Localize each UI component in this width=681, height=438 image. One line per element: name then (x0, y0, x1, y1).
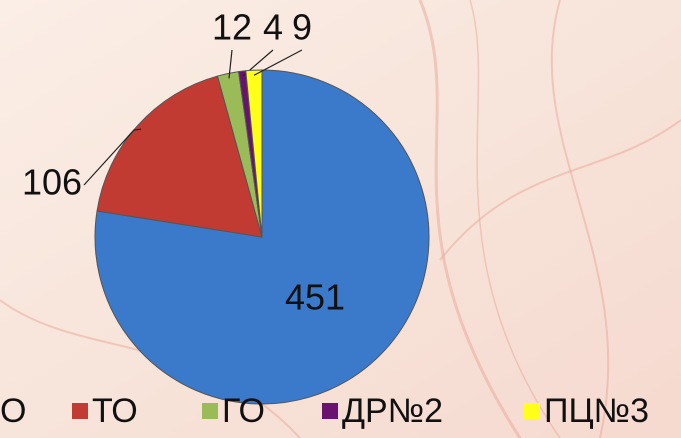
legend-label: О (0, 392, 26, 430)
data-label: 12 (212, 7, 252, 48)
leader-line (253, 49, 303, 76)
data-label: 451 (285, 277, 345, 318)
data-label: 106 (22, 162, 82, 203)
legend-swatch (322, 403, 338, 419)
legend-swatch (72, 403, 88, 419)
legend-label: ГО (222, 392, 265, 430)
legend-swatch (524, 403, 540, 419)
data-label: 4 (263, 7, 283, 48)
pie-slice (245, 69, 263, 238)
legend-swatch (202, 403, 218, 419)
plot: 451 106 12 4 9 О ТО ГО ДР№2 ПЦ№3 (0, 7, 649, 430)
legend-label: ПЦ№3 (544, 392, 649, 430)
legend-label: ДР№2 (342, 392, 443, 430)
data-label: 9 (292, 7, 312, 48)
leader-line (83, 128, 142, 186)
pie-slice (96, 75, 263, 238)
legend-label: ТО (92, 392, 138, 430)
leader-line (228, 49, 233, 79)
